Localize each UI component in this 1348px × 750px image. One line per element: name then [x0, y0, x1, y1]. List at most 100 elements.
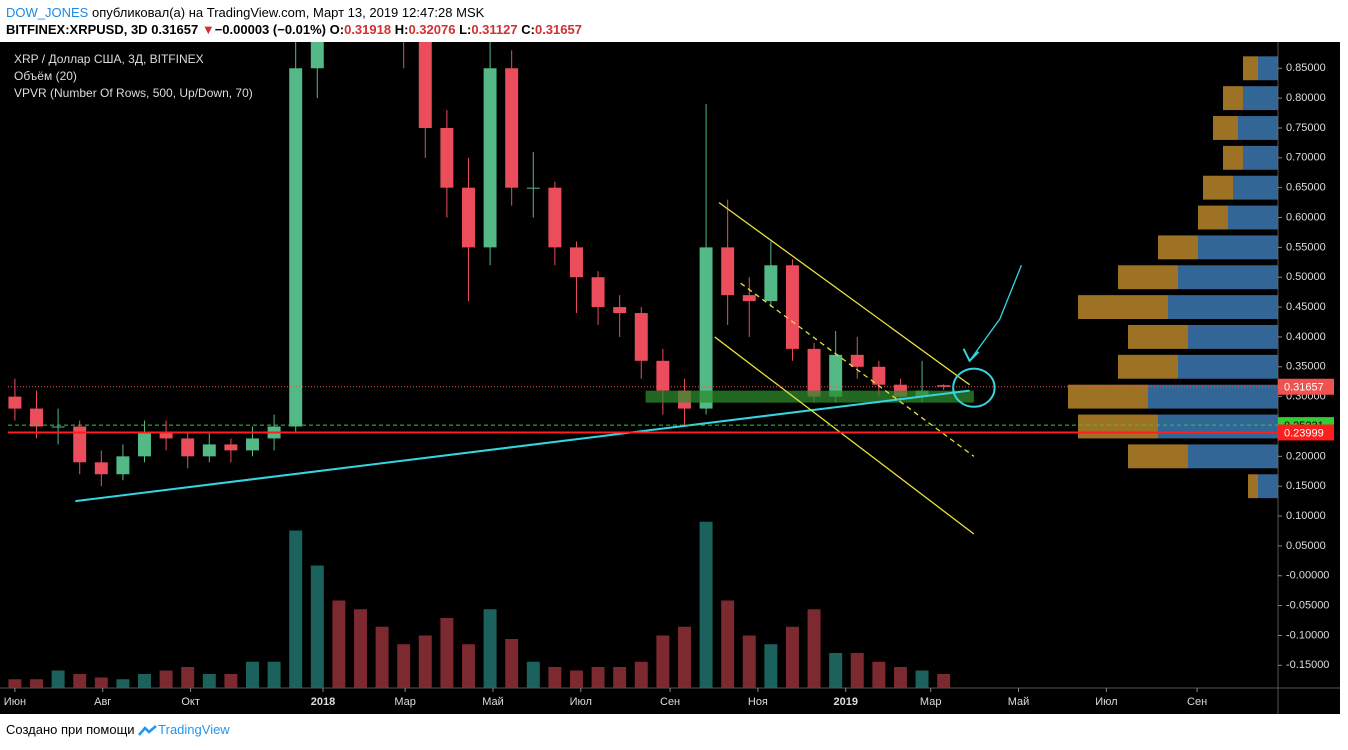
volume-bar — [526, 661, 540, 688]
header: DOW_JONES опубликовал(а) на TradingView.… — [6, 4, 582, 38]
candle-body — [138, 432, 151, 457]
background — [0, 42, 1340, 714]
candle-body — [699, 247, 713, 409]
volume-bar — [138, 674, 151, 688]
brand[interactable]: TradingView — [158, 722, 230, 737]
volume-bar — [397, 644, 411, 688]
volume-bar — [246, 661, 259, 688]
profile-down — [1223, 145, 1243, 170]
volume-bar — [505, 639, 519, 688]
volume-bar — [634, 661, 648, 688]
change: −0.00003 (−0.01%) — [214, 22, 327, 37]
profile-up — [1198, 235, 1278, 260]
candle-body — [483, 68, 497, 248]
legend-item: VPVR (Number Of Rows, 500, Up/Down, 70) — [14, 86, 253, 100]
volume-bar — [677, 626, 691, 688]
candle-body — [505, 68, 519, 188]
price-tag — [1278, 424, 1334, 441]
volume-bar — [462, 644, 475, 688]
candle-body — [116, 456, 130, 475]
author[interactable]: DOW_JONES — [6, 5, 89, 20]
profile-up — [1258, 56, 1278, 81]
candle-body — [246, 438, 259, 451]
y-tick-label: -0.15000 — [1286, 659, 1329, 671]
volume-bar — [159, 670, 173, 688]
candle-body — [202, 444, 216, 457]
candle-body — [73, 426, 87, 463]
candle-body — [829, 354, 843, 397]
legend-item: XRP / Доллар США, 3Д, BITFINEX — [14, 52, 204, 66]
profile-up — [1148, 384, 1278, 409]
candle-body — [159, 432, 173, 439]
candle-body — [181, 438, 195, 457]
x-tick-label: Сен — [660, 696, 680, 708]
volume-bar — [548, 667, 562, 688]
candle-body — [872, 366, 886, 385]
l-label: L: — [459, 22, 472, 37]
candle-body — [742, 295, 756, 302]
y-tick-label: -0.05000 — [1286, 600, 1329, 612]
profile-up — [1243, 86, 1278, 111]
c: 0.31657 — [534, 22, 582, 37]
plot — [8, 42, 1278, 688]
volume-bar — [289, 530, 303, 688]
profile-up — [1178, 265, 1278, 290]
candle-body — [224, 444, 238, 451]
volume-bar — [30, 679, 43, 688]
y-tick-label: 0.20000 — [1286, 450, 1326, 462]
arrow-head — [962, 348, 980, 363]
profile-up — [1188, 444, 1278, 469]
profile-down — [1078, 295, 1168, 320]
candle-body — [8, 396, 22, 409]
volume-bar — [721, 600, 735, 688]
volume-bar — [181, 667, 195, 688]
volume-bar — [613, 667, 627, 688]
x-tick-label: Июн — [4, 696, 26, 708]
volume-bar — [742, 635, 756, 688]
trend-line — [75, 389, 970, 503]
candle-body — [656, 360, 670, 391]
logo — [138, 724, 157, 736]
zone — [645, 390, 974, 403]
candle-body — [310, 42, 324, 69]
trend-line — [740, 282, 975, 457]
y-tick-label: 0.40000 — [1286, 331, 1326, 343]
axes: 0.85000 0.80000 0.75000 0.70000 0.65000 0.600… — [4, 62, 1334, 708]
profile-down — [1213, 116, 1238, 140]
volume-bar — [785, 626, 799, 688]
footer: Создано при помощи TradingView — [6, 722, 230, 737]
volume-bar — [116, 679, 130, 688]
profile-down — [1203, 175, 1233, 200]
circle-mark — [952, 367, 996, 408]
x-tick-label: Июл — [1095, 696, 1117, 708]
y-tick-label: 0.35000 — [1286, 361, 1326, 373]
profile-up — [1168, 295, 1278, 320]
volume-bar — [807, 609, 821, 688]
profile-down — [1198, 205, 1228, 230]
profile-up — [1258, 474, 1278, 499]
volume-bar — [591, 667, 605, 688]
candle-body — [51, 426, 65, 428]
candle-body — [634, 313, 648, 361]
arrow — [969, 265, 1023, 362]
candle-body — [721, 247, 735, 296]
profile-up — [1233, 175, 1278, 200]
volume-bar — [224, 674, 238, 688]
x-tick-label: 2018 — [311, 696, 335, 708]
trend-line — [714, 336, 975, 535]
profile-up — [1188, 324, 1278, 349]
x-tick-label: Ноя — [748, 696, 768, 708]
chart: 0.85000 0.80000 0.75000 0.70000 0.65000 0.600… — [0, 42, 1340, 714]
y-tick-label: 0.70000 — [1286, 152, 1326, 164]
candle-body — [418, 42, 432, 128]
x-tick-label: 2019 — [833, 696, 857, 708]
profile-down — [1068, 384, 1148, 409]
volume-bar — [699, 521, 713, 688]
volume-bar — [51, 670, 65, 688]
volume-bar — [764, 644, 778, 688]
candle-body — [94, 462, 108, 475]
volume-bar — [829, 653, 843, 688]
volume-bar — [483, 609, 497, 688]
y-tick-label: 0.85000 — [1286, 62, 1326, 74]
y-tick-label: 0.15000 — [1286, 480, 1326, 492]
